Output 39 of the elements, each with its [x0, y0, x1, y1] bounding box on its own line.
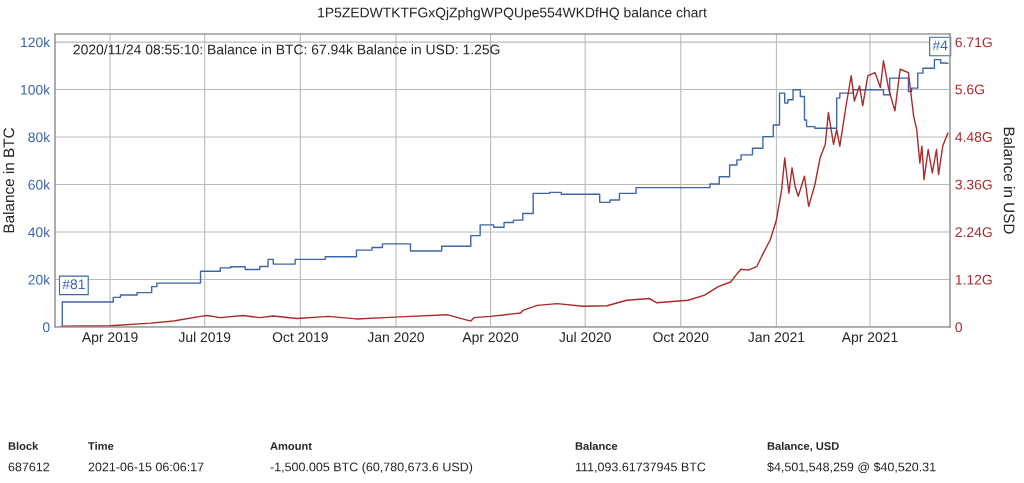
- y-tick-label: 40k: [28, 226, 51, 238]
- annotation: 2020/11/24 08:55:10: Balance in BTC: 67.94k Balance in USD: 1.25G: [73, 44, 500, 55]
- y-axis-title: Balance in BTC: [3, 128, 15, 233]
- annotation: #4: [932, 40, 948, 51]
- x-tick-label: Jul 2020: [559, 331, 611, 343]
- y-tick-label: 120k: [21, 37, 51, 48]
- text: 2021-06-15 06:06:17: [88, 462, 204, 472]
- x-tick-label: Apr 2019: [81, 332, 138, 345]
- y2-tick-label: 6.71G: [955, 37, 992, 48]
- chart-title: 1P5ZEDWTKTFGxQjZphgWPQUpe554WKDfHQ balance chart: [318, 7, 707, 21]
- text: Balance, USD: [767, 441, 839, 452]
- y2-tick-label: 1.12G: [955, 274, 992, 285]
- annotation: #81: [62, 279, 85, 290]
- text: 111,093.61737945 BTC: [575, 462, 706, 473]
- y2-tick-label: 5.6G: [955, 84, 984, 95]
- text: Balance: [575, 441, 618, 450]
- x-tick-label: Jan 2020: [367, 332, 424, 343]
- y-tick-label: 100k: [21, 84, 51, 95]
- y2-tick-label: 0: [955, 322, 963, 333]
- y-tick-label: 80k: [28, 132, 51, 143]
- text: -1,500.005 BTC (60,780,673.6 USD): [270, 462, 473, 474]
- text: Amount: [270, 442, 312, 450]
- y-tick-label: 0: [42, 322, 50, 333]
- x-tick-label: Oct 2020: [653, 332, 709, 343]
- y2-axis-title: Balance in USD: [1003, 127, 1015, 234]
- y2-tick-label: 4.48G: [955, 132, 992, 142]
- x-tick-label: Jan 2021: [748, 332, 805, 343]
- y2-tick-label: 2.24G: [955, 227, 992, 238]
- y2-tick-label: 3.36G: [955, 179, 992, 190]
- text: Block: [8, 441, 39, 450]
- text: Time: [88, 441, 114, 450]
- x-tick-label: Apr 2021: [841, 332, 898, 345]
- x-tick-label: Oct 2019: [272, 332, 328, 343]
- y-tick-label: 20k: [28, 274, 51, 285]
- text: 687612: [8, 462, 50, 472]
- x-tick-label: Jul 2019: [178, 331, 231, 343]
- x-tick-label: Apr 2020: [462, 332, 519, 345]
- text: $4,501,548,259 @ $40,520.31: [767, 461, 936, 473]
- y-tick-label: 60k: [28, 179, 51, 190]
